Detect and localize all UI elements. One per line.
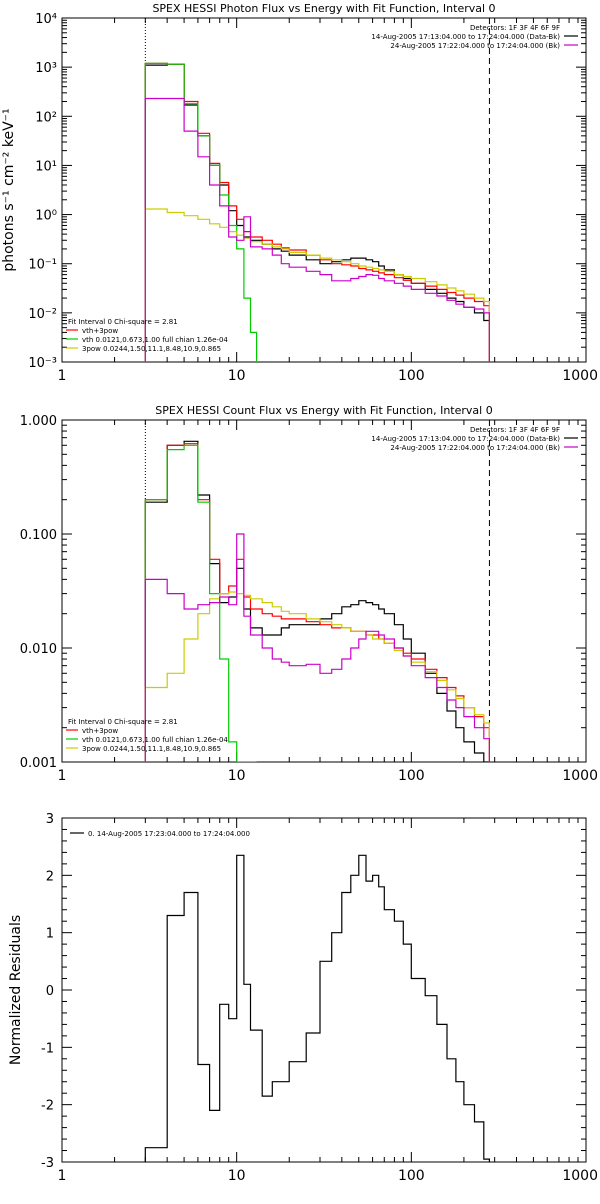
x-tick-label: 1000: [562, 1168, 598, 1184]
chart-panel-1: SPEX HESSI Count Flux vs Energy with Fit…: [20, 404, 598, 784]
y-tick-label: 10⁰: [35, 209, 57, 224]
legend-entry: Detectors: 1F 3F 4F 6F 9F: [470, 426, 560, 434]
legend-entry: 14-Aug-2005 17:13:04.000 to 17:24:04.000…: [371, 33, 560, 41]
chart-panel-2: 1 10 100 1000 -3 -2 -1 0 1 2 3 Normalized Residuals…: [8, 812, 598, 1184]
x-tick-label: 1000: [562, 368, 598, 384]
series-line-4: [144, 533, 490, 762]
y-tick-label: 3: [46, 812, 54, 827]
y-tick-label: 2: [46, 869, 54, 884]
y-tick-label: 10¹: [35, 159, 57, 174]
y-tick-label: -3: [41, 1156, 54, 1171]
series-line-4: [144, 97, 490, 362]
legend-entry: 0. 14-Aug-2005 17:23:04.000 to 17:24:04.…: [88, 830, 250, 838]
y-tick-label: -2: [41, 1099, 54, 1114]
y-tick-label: 1: [46, 927, 54, 942]
chart-panel-0: SPEX HESSI Photon Flux vs Energy with Fi…: [1, 2, 598, 384]
legend-entry: Detectors: 1F 3F 4F 6F 9F: [470, 24, 560, 32]
chart-title: SPEX HESSI Count Flux vs Energy with Fit…: [155, 404, 492, 417]
y-tick-label: 10⁻¹: [28, 258, 57, 273]
legend-entry: vth+3pow: [82, 327, 118, 335]
y-tick-label: 0: [46, 984, 54, 999]
y-tick-label: 0.010: [20, 642, 57, 657]
y-tick-label: 0.001: [20, 756, 57, 771]
series-line-2: [144, 62, 258, 362]
series-line-1: [144, 443, 490, 762]
y-tick-label: 10⁻³: [28, 356, 57, 371]
x-tick-label: 100: [398, 1168, 425, 1184]
series-line-3: [144, 591, 490, 762]
series-line-0: [144, 854, 490, 1162]
y-tick-label: 0.100: [20, 528, 57, 543]
x-tick-label: 1: [58, 768, 67, 784]
plot-frame: [61, 817, 587, 1163]
x-tick-label: 10: [228, 1168, 246, 1184]
x-tick-label: 10: [228, 368, 246, 384]
y-tick-label: 10⁻²: [28, 307, 57, 322]
x-tick-label: 1: [58, 368, 67, 384]
x-tick-label: 1000: [562, 768, 598, 784]
legend-entry: 24-Aug-2005 17:22:04.000 to 17:24:04.000…: [390, 42, 560, 50]
series-line-2: [144, 444, 257, 762]
plot-frame: [61, 17, 587, 363]
legend-entry: 3pow 0.0244,1.50,11.1,8.48,10.9,0.865: [82, 745, 221, 753]
legend-entry: Fit Interval 0 Chi-square = 2.81: [68, 318, 178, 326]
legend-entry: vth 0.0121,0.673,1.00 full chian 1.26e-0…: [82, 336, 228, 344]
series-line-0: [144, 63, 490, 362]
legend-entry: 3pow 0.0244,1.50,11.1,8.48,10.9,0.865: [82, 345, 221, 353]
series-group: [144, 62, 490, 362]
y-tick-label: 1.000: [20, 414, 57, 429]
series-line-0: [144, 440, 490, 762]
y-tick-label: -1: [41, 1041, 54, 1056]
y-axis-label: photons s⁻¹ cm⁻² keV⁻¹: [1, 108, 17, 271]
plot-frame: [61, 419, 587, 763]
series-group: [144, 854, 490, 1162]
legend-entry: vth 0.0121,0.673,1.00 full chian 1.26e-0…: [82, 736, 228, 744]
series-group: [144, 440, 490, 762]
legend-entry: vth+3pow: [82, 727, 118, 735]
x-tick-label: 100: [398, 368, 425, 384]
x-tick-label: 1: [58, 1168, 67, 1184]
chart-title: SPEX HESSI Photon Flux vs Energy with Fi…: [152, 2, 495, 15]
y-axis-label: Normalized Residuals: [8, 915, 24, 1065]
y-tick-label: 10⁴: [35, 12, 57, 27]
y-tick-label: 10³: [35, 61, 57, 76]
legend-entry: Fit Interval 0 Chi-square = 2.81: [68, 718, 178, 726]
series-line-3: [144, 208, 490, 362]
x-tick-label: 100: [398, 768, 425, 784]
series-line-1: [144, 62, 490, 362]
legend-entry: 14-Aug-2005 17:13:04.000 to 17:24:04.000…: [371, 435, 560, 443]
legend-entry: 24-Aug-2005 17:22:04.000 to 17:24:04.000…: [390, 444, 560, 452]
x-tick-label: 10: [228, 768, 246, 784]
y-tick-label: 10²: [35, 110, 57, 125]
